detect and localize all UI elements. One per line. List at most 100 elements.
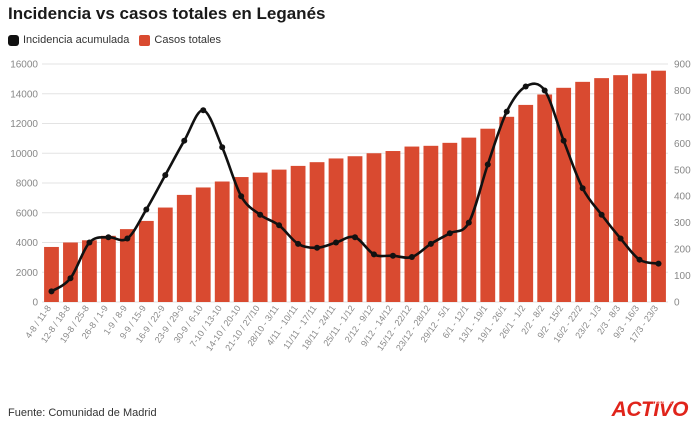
- incidence-point: [465, 219, 472, 226]
- incidence-point: [143, 206, 150, 213]
- incidence-point: [124, 235, 131, 242]
- chart-area: 0 2000 4000 6000 8000 10000 12000 14000 16000 0 1…: [10, 60, 691, 354]
- legend-item-line[interactable]: Incidencia acumulada: [8, 34, 129, 46]
- incidence-point: [295, 240, 302, 247]
- bar: [366, 153, 382, 302]
- y-left-tick-label: 12000: [10, 119, 38, 130]
- bar: [518, 104, 534, 302]
- y-right-tick-label: 300: [674, 218, 691, 229]
- bar: [176, 194, 192, 302]
- incidence-point: [276, 222, 283, 229]
- incidence-point: [333, 239, 340, 246]
- incidence-point: [352, 234, 358, 241]
- y-right-tick-label: 0: [674, 298, 680, 309]
- line-series: [48, 82, 662, 295]
- incidence-point: [503, 108, 510, 115]
- incidence-point: [484, 161, 491, 168]
- bar: [537, 94, 553, 303]
- incidence-point: [370, 251, 377, 258]
- y-left-tick-label: 16000: [10, 60, 38, 71]
- y-left-tick-label: 6000: [16, 208, 39, 219]
- bar: [138, 220, 154, 302]
- bar: [613, 75, 628, 302]
- bar: [651, 70, 666, 302]
- bar: [82, 240, 97, 302]
- brand-logo-sub: LEGANÉS: [653, 400, 672, 405]
- y-right-tick-label: 800: [674, 86, 691, 97]
- incidence-point: [238, 193, 245, 200]
- incidence-point: [427, 240, 434, 247]
- y-right-tick-label: 100: [674, 271, 691, 282]
- legend-bar-swatch: [139, 34, 151, 46]
- bar: [442, 142, 458, 302]
- y-left-tick-label: 0: [32, 298, 38, 309]
- bar: [214, 181, 230, 302]
- incidence-point: [408, 254, 415, 261]
- y-left-tick-label: 2000: [16, 268, 39, 279]
- y-right-tick-label: 500: [674, 165, 691, 176]
- y-right-tick-label: 900: [674, 60, 691, 71]
- bar: [556, 87, 572, 302]
- y-axis-right: 0 100 200 300 400 500 600 700 800 900: [674, 60, 691, 309]
- incidence-point: [67, 275, 74, 282]
- incidence-point: [617, 235, 624, 242]
- incidence-point: [636, 256, 643, 263]
- y-right-tick-label: 700: [674, 112, 691, 123]
- bar: [157, 207, 173, 302]
- y-left-tick-label: 14000: [10, 89, 38, 100]
- incidence-point: [522, 83, 529, 90]
- incidence-point: [86, 239, 93, 246]
- bar: [233, 177, 249, 302]
- legend-bar-label: Casos totales: [154, 34, 222, 46]
- y-right-tick-label: 200: [674, 245, 691, 256]
- y-left-tick-label: 4000: [16, 238, 39, 249]
- bar: [63, 242, 78, 302]
- bar: [119, 229, 135, 302]
- y-left-tick-label: 10000: [10, 149, 38, 160]
- incidence-point: [105, 234, 112, 241]
- incidence-point: [655, 260, 662, 267]
- bar: [480, 128, 496, 302]
- source-note: Fuente: Comunidad de Madrid: [8, 407, 157, 419]
- bar: [594, 78, 610, 302]
- incidence-point: [257, 211, 264, 218]
- bar: [100, 235, 116, 302]
- x-axis-labels: 4-8 / 11-812-8 / 18-819-8 / 25-826-8 / 1…: [23, 303, 660, 353]
- y-right-tick-label: 400: [674, 192, 691, 203]
- bar-series: [44, 70, 666, 303]
- legend-line-label: Incidencia acumulada: [23, 34, 130, 46]
- bar: [290, 165, 306, 302]
- incidence-point: [598, 211, 605, 218]
- incidence-point: [541, 87, 548, 94]
- bar: [347, 156, 363, 302]
- incidence-point: [181, 137, 188, 144]
- bar: [632, 73, 647, 302]
- brand-logo: ACTIVO: [611, 398, 689, 421]
- bar: [271, 169, 287, 302]
- incidence-point: [314, 244, 321, 251]
- bar: [309, 162, 325, 302]
- legend: Incidencia acumulada Casos totales: [8, 34, 231, 46]
- bar: [195, 187, 211, 302]
- incidence-point: [200, 107, 207, 114]
- incidence-point: [560, 137, 567, 144]
- incidence-point: [219, 144, 226, 151]
- bar: [575, 81, 591, 302]
- bar: [499, 116, 515, 303]
- bar: [385, 151, 401, 302]
- legend-line-swatch: [8, 34, 19, 46]
- bar: [328, 158, 344, 302]
- incidence-point: [446, 230, 453, 237]
- bar: [404, 146, 420, 302]
- y-axis-left: 0 2000 4000 6000 8000 10000 12000 14000 16000: [10, 60, 38, 309]
- incidence-point: [48, 288, 55, 295]
- y-right-tick-label: 600: [674, 139, 691, 150]
- incidence-point: [389, 252, 396, 259]
- incidence-point: [579, 185, 586, 192]
- chart-title: Incidencia vs casos totales en Leganés: [8, 4, 326, 23]
- bar: [423, 145, 439, 302]
- legend-item-bars[interactable]: Casos totales: [139, 34, 221, 46]
- bar: [252, 172, 268, 302]
- y-left-tick-label: 8000: [16, 179, 39, 190]
- incidence-point: [162, 172, 169, 179]
